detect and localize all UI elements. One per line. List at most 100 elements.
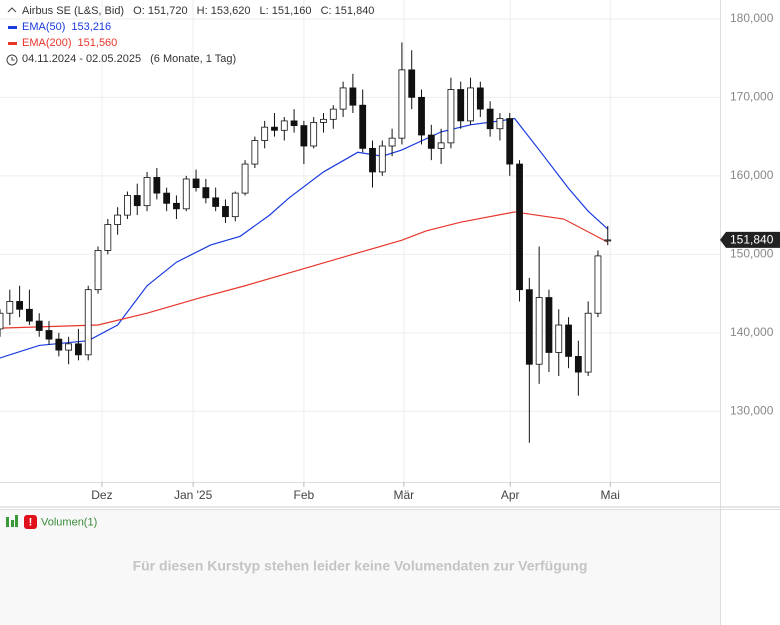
candle-body	[359, 104, 367, 149]
volume-title: Volumen(1)	[41, 516, 97, 528]
candle-body	[6, 301, 14, 314]
candle-body	[535, 297, 543, 365]
period: (6 Monate, 1 Tag)	[150, 53, 237, 65]
plot-area: 130,000 140,000 150,000 160,000 170,000 180,0…	[0, 0, 774, 502]
x-tick-label: Mär	[394, 488, 415, 502]
x-tick-label: Jan '25	[174, 488, 213, 502]
candle-body	[114, 214, 122, 225]
candle-body	[133, 195, 141, 207]
legend-name: EMA(200)	[22, 37, 72, 49]
volume-message: Für diesen Kurstyp stehen leider keine V…	[133, 558, 588, 574]
candle-body	[271, 126, 278, 131]
volume-icon	[11, 520, 14, 527]
candle-body	[320, 118, 327, 123]
volume-icon	[15, 515, 18, 527]
candle-body	[124, 195, 131, 216]
x-tick-label: Dez	[91, 488, 112, 502]
candle-body	[457, 89, 465, 122]
y-tick-label: 160,000	[730, 168, 774, 182]
ema-line	[0, 117, 609, 359]
candle-body	[516, 163, 523, 291]
candle-body	[45, 330, 53, 340]
x-tick-label: Feb	[294, 488, 315, 502]
candle-body	[163, 192, 171, 204]
legend-value: 151,560	[77, 37, 118, 49]
candle-body	[261, 126, 269, 141]
candle-body	[16, 301, 24, 310]
price-tag	[720, 231, 780, 248]
candle-body	[35, 320, 43, 331]
candle-body	[55, 338, 63, 351]
legend-name: EMA(50)	[22, 21, 66, 33]
candle-body	[388, 137, 396, 147]
candle-body	[143, 177, 151, 207]
candle-body	[182, 178, 190, 210]
candle-body	[173, 202, 180, 210]
candle-body	[222, 206, 229, 218]
candle-body	[398, 69, 406, 139]
header-line: Airbus SE (L&S, Bid) O: 151,720 H: 153,6…	[22, 5, 380, 17]
warning-icon: !	[29, 516, 33, 528]
candle-body	[565, 324, 572, 357]
y-tick-label: 150,000	[730, 247, 774, 261]
candle-body	[241, 163, 249, 194]
price-tag-label: 151,840	[730, 233, 774, 247]
x-tick-label: Apr	[501, 488, 520, 502]
legend-entry: EMA(50) 153,216	[8, 21, 117, 33]
candle-body	[525, 289, 533, 365]
high-label: H: 153,620	[196, 5, 251, 17]
candle-body	[192, 178, 200, 189]
candle-body	[447, 89, 455, 144]
candle-body	[408, 69, 416, 98]
volume-icon	[6, 517, 9, 527]
candle-body	[369, 147, 376, 173]
candle-body	[329, 108, 337, 120]
clock-icon	[6, 54, 18, 66]
candle-body	[300, 125, 308, 147]
y-tick-label: 170,000	[730, 90, 774, 104]
close-label: C: 151,840	[320, 5, 375, 17]
candle-body	[555, 324, 563, 353]
candle-body	[212, 197, 220, 207]
candle-body	[202, 187, 210, 199]
low-label: L: 151,160	[259, 5, 312, 17]
y-tick-label: 140,000	[730, 325, 774, 339]
candle-body	[594, 255, 602, 314]
candle-body	[153, 177, 161, 194]
candle-body	[0, 312, 4, 330]
candle-body	[104, 224, 112, 251]
x-tick-label: Mai	[601, 488, 620, 502]
legend-value: 153,216	[71, 21, 112, 33]
collapse-icon	[7, 7, 17, 13]
candle-body	[427, 134, 435, 149]
clock-icon	[11, 57, 15, 61]
candle-body	[378, 145, 386, 173]
candle-body	[65, 343, 73, 351]
candle-body	[75, 343, 82, 356]
candle-body	[339, 87, 347, 110]
candle-body	[94, 250, 102, 291]
y-tick-label: 130,000	[730, 404, 774, 418]
candle-body	[418, 96, 425, 136]
candle-body	[506, 118, 514, 165]
candle-body	[231, 192, 239, 218]
candle-body	[290, 120, 298, 127]
candle-body	[476, 87, 484, 110]
candle-body	[496, 118, 504, 130]
candle-body	[584, 312, 592, 373]
warning-icon	[24, 515, 37, 529]
instrument: Airbus SE (L&S, Bid)	[22, 5, 125, 17]
candle-body	[26, 308, 33, 322]
candle-body	[280, 120, 288, 131]
range: 04.11.2024 - 02.05.2025	[22, 53, 142, 65]
candle-body	[574, 355, 582, 373]
legend-swatch	[8, 41, 17, 45]
open-label: O: 151,720	[133, 5, 188, 17]
ema-line	[0, 211, 609, 329]
y-tick-label: 180,000	[730, 11, 774, 25]
candle-body	[84, 289, 92, 356]
legend-swatch	[8, 25, 17, 29]
candle-body	[251, 140, 259, 165]
